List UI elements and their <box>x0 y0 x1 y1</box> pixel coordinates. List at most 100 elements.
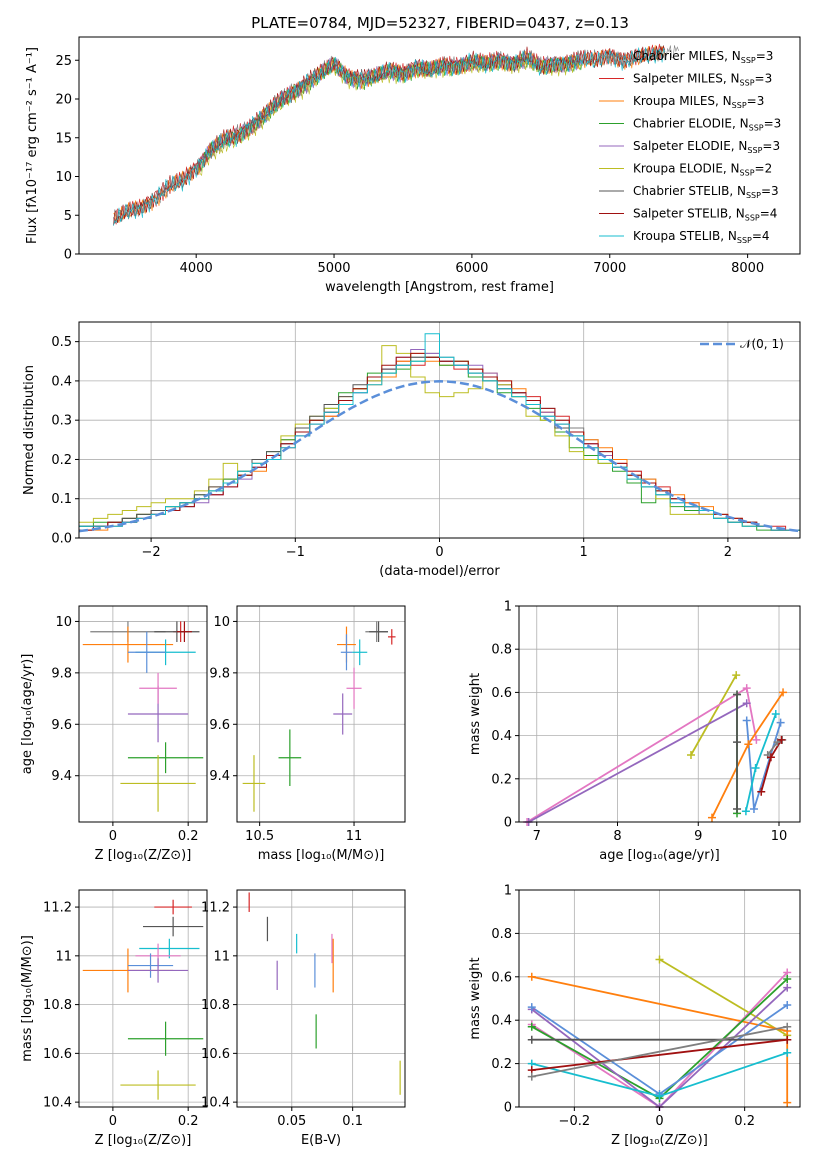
y-tick-label: 9.4 <box>209 769 230 784</box>
plot-area <box>248 892 401 1095</box>
x-axis-label: E(B-V) <box>301 1133 341 1148</box>
legend-label: Salpeter ELODIE, NSSP=3 <box>633 139 780 155</box>
weight-line <box>531 1038 788 1071</box>
y-tick-label: 0 <box>504 816 512 831</box>
weight-marker <box>707 813 716 822</box>
weight-marker <box>776 718 785 727</box>
y-axis-label: Flux [fλ10⁻¹⁷ erg cm⁻² s⁻¹ A⁻¹] <box>25 47 40 244</box>
weight-line <box>659 958 788 1037</box>
y-tick-label: 9.8 <box>51 666 72 681</box>
weight-marker <box>773 738 782 747</box>
panel-age_vs_mass: 10.5 11 9.4 9.6 9.8 10 mass [log₁₀(M/M⊙)] <box>209 605 406 863</box>
y-tick-label: 10 <box>55 170 72 185</box>
x-tick-label: −1 <box>286 545 305 560</box>
x-tick-label: 9 <box>694 829 702 844</box>
y-tick-label: 0.4 <box>51 374 72 389</box>
y-tick-label: 9.6 <box>209 718 230 733</box>
x-tick-label: 10 <box>771 829 788 844</box>
x-axis-label: age [log₁₀(age/yr)] <box>599 848 720 863</box>
legend-label: Kroupa STELIB, NSSP=4 <box>633 229 770 245</box>
figure-title: PLATE=0784, MJD=52327, FIBERID=0437, z=0… <box>251 14 629 32</box>
y-tick-label: 9.6 <box>51 718 72 733</box>
weight-marker <box>783 1001 792 1010</box>
y-tick-label: 10.4 <box>43 1096 72 1111</box>
x-tick-label: 8 <box>613 829 621 844</box>
weight-marker <box>742 699 751 708</box>
y-tick-label: 9.8 <box>209 666 230 681</box>
y-tick-label: 11 <box>55 949 72 964</box>
plot-area <box>79 333 800 538</box>
weight-marker <box>686 751 695 760</box>
legend-label: Kroupa MILES, NSSP=3 <box>633 94 764 110</box>
x-axis-label: wavelength [Angstrom, rest frame] <box>325 280 554 295</box>
weight-marker <box>655 1092 664 1101</box>
weight-marker <box>733 738 742 747</box>
plot-area <box>113 43 679 226</box>
y-tick-label: 11.2 <box>201 901 230 916</box>
x-tick-label: 8000 <box>731 261 764 276</box>
x-tick-label: 0.05 <box>277 1114 306 1129</box>
y-tick-label: 10 <box>213 615 230 630</box>
x-tick-label: 4000 <box>180 261 213 276</box>
spectrum-line <box>113 45 666 226</box>
y-tick-label: 0.6 <box>491 970 512 985</box>
y-axis-label: age [log₁₀(age/yr)] <box>20 654 35 775</box>
legend-label: Kroupa ELODIE, NSSP=2 <box>633 162 772 178</box>
weight-line <box>531 971 788 1107</box>
weight-marker <box>757 787 766 796</box>
weight-marker <box>733 805 742 814</box>
axes-frame <box>78 889 208 1108</box>
weight-marker <box>751 764 760 772</box>
weight-marker <box>783 1022 792 1031</box>
y-tick-label: 25 <box>55 54 72 69</box>
x-tick-label: −0.2 <box>559 1114 591 1129</box>
axes-frame <box>518 605 801 823</box>
normal-pdf-line <box>79 380 800 533</box>
spectrum-line <box>113 47 666 226</box>
weight-marker <box>771 710 780 718</box>
weight-marker <box>744 740 753 749</box>
axes-frame <box>236 605 406 823</box>
y-tick-label: 10.8 <box>201 998 230 1013</box>
y-tick-label: 11.2 <box>43 901 72 916</box>
weight-marker <box>749 805 758 814</box>
legend-label: Salpeter STELIB, NSSP=4 <box>633 207 777 223</box>
x-tick-label: 0.1 <box>342 1114 363 1129</box>
y-tick-label: 0.1 <box>51 492 72 507</box>
y-tick-label: 0.6 <box>491 686 512 701</box>
axes-frame <box>236 889 406 1108</box>
y-tick-label: 20 <box>55 93 72 108</box>
plot-area <box>531 958 789 1107</box>
y-tick-label: 10 <box>55 615 72 630</box>
y-tick-label: 0.2 <box>491 1057 512 1072</box>
plot-area <box>82 621 204 812</box>
weight-marker <box>742 684 751 693</box>
x-axis-label: mass [log₁₀(M/M⊙)] <box>258 848 385 863</box>
y-axis-label: Normed distribution <box>22 365 37 495</box>
x-axis-label: Z [log₁₀(Z/Z⊙)] <box>611 1133 708 1148</box>
weight-marker <box>779 688 788 697</box>
y-tick-label: 1 <box>504 600 512 615</box>
weight-marker <box>783 983 792 992</box>
weight-marker <box>783 1098 792 1107</box>
legend-label: Chabrier STELIB, NSSP=3 <box>633 184 779 200</box>
panel-residuals: 𝒩(0, 1) −2 −1 0 1 2 0.0 0.1 0.2 0.3 0.4 0.5 (data-mo… <box>22 321 801 579</box>
y-tick-label: 10.8 <box>43 998 72 1013</box>
x-tick-label: 5000 <box>317 261 350 276</box>
x-tick-label: 0 <box>435 545 443 560</box>
y-tick-label: 0.4 <box>491 729 512 744</box>
x-tick-label: 0.2 <box>178 1114 199 1129</box>
axes-frame <box>78 605 208 823</box>
weight-marker <box>733 690 742 699</box>
y-tick-label: 0.8 <box>491 643 512 658</box>
panel-mass_vs_ebv: 0.05 0.1 10.4 10.6 10.8 11 11.2 E(B-V) <box>201 889 406 1148</box>
x-tick-label: −2 <box>142 545 161 560</box>
weight-marker <box>766 753 775 762</box>
y-tick-label: 10.4 <box>201 1096 230 1111</box>
panel-spectrum: Chabrier MILES, NSSP=3 Salpeter MILES, NS… <box>25 36 801 295</box>
x-tick-label: 2 <box>724 545 732 560</box>
weight-marker <box>655 955 664 964</box>
y-axis-label: mass weight <box>468 673 483 755</box>
